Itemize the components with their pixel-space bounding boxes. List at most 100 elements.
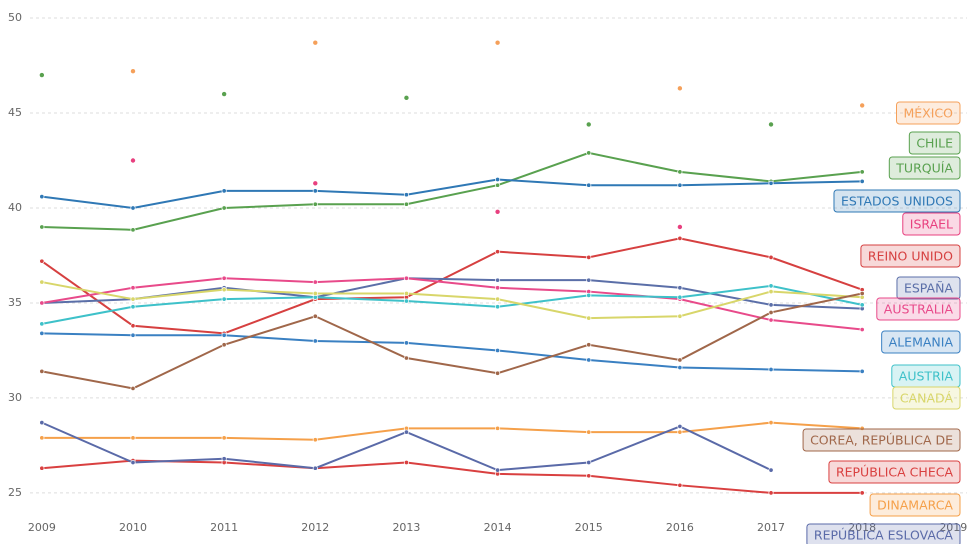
data-point — [677, 86, 683, 91]
data-point — [130, 323, 136, 329]
data-point — [859, 178, 865, 184]
series-label: CHILE — [908, 131, 961, 155]
data-point — [677, 294, 683, 300]
x-tick-label: 2016 — [666, 521, 694, 534]
series-line — [41, 277, 863, 331]
data-point — [495, 182, 501, 188]
data-point — [495, 467, 501, 473]
data-point — [39, 279, 45, 285]
data-point — [39, 72, 45, 78]
data-point — [130, 332, 136, 338]
series-label: REPÚBLICA CHECA — [828, 460, 961, 484]
data-point — [130, 285, 136, 291]
data-point — [586, 459, 592, 466]
data-point — [313, 40, 318, 45]
data-point — [221, 205, 227, 211]
x-tick-label: 2010 — [119, 521, 147, 534]
series-line — [41, 332, 863, 373]
data-point — [495, 209, 500, 214]
legend-label: AUSTRIA — [899, 369, 954, 384]
data-point — [586, 429, 592, 435]
data-point — [768, 289, 774, 295]
data-point — [39, 224, 45, 230]
data-point — [221, 332, 227, 338]
y-tick-label: 40 — [8, 201, 22, 214]
legend-label: DINAMARCA — [877, 498, 953, 513]
series-line — [41, 178, 863, 210]
y-tick-label: 50 — [8, 11, 22, 24]
data-point — [586, 277, 592, 283]
series-label: ESPAÑA — [896, 276, 961, 300]
series-label-box — [828, 460, 961, 484]
data-point — [312, 437, 318, 443]
data-point — [495, 249, 501, 255]
series-label-box — [802, 428, 961, 452]
data-point — [677, 364, 683, 371]
data-point — [221, 287, 227, 293]
data-point — [677, 423, 683, 429]
data-point — [404, 95, 409, 101]
series-label: AUSTRALIA — [876, 297, 961, 321]
data-point — [677, 482, 683, 488]
data-point — [859, 169, 865, 175]
data-point — [221, 456, 227, 462]
data-point — [495, 176, 501, 183]
data-point — [859, 290, 865, 297]
data-point — [312, 279, 318, 285]
data-point — [859, 327, 865, 333]
data-point — [677, 224, 683, 230]
data-point — [403, 192, 409, 198]
data-point — [130, 69, 136, 74]
data-point — [586, 182, 592, 188]
data-point — [221, 91, 227, 97]
series-line — [41, 151, 863, 231]
legend-label: CHILE — [916, 136, 953, 151]
series-label-box — [860, 244, 961, 268]
data-point — [313, 181, 318, 186]
series-label-box — [892, 386, 961, 410]
data-point — [768, 317, 774, 323]
data-point — [312, 465, 318, 471]
data-point — [677, 169, 683, 175]
x-tick-label: 2015 — [575, 521, 603, 534]
data-point — [768, 254, 774, 260]
series-label-box — [896, 101, 961, 125]
data-point — [130, 459, 136, 466]
series-label: REINO UNIDO — [860, 244, 961, 268]
data-point — [130, 296, 136, 302]
data-point — [677, 285, 683, 291]
data-point — [495, 370, 501, 376]
y-tick-label: 35 — [8, 296, 22, 309]
data-point — [495, 347, 501, 353]
data-point — [403, 340, 409, 346]
data-point — [677, 429, 683, 435]
data-point — [586, 357, 592, 363]
data-point — [859, 103, 865, 108]
data-point — [39, 300, 45, 306]
series-label: ESTADOS UNIDOS — [833, 189, 961, 213]
series-label: AUSTRIA — [891, 364, 961, 388]
data-point — [768, 366, 774, 372]
data-point — [130, 435, 136, 441]
data-point — [221, 188, 227, 194]
data-point — [677, 313, 683, 319]
data-point — [312, 338, 318, 344]
x-tick-label: 2014 — [484, 521, 512, 534]
legend-label: ALEMANIA — [889, 335, 954, 350]
data-point — [768, 180, 774, 186]
data-point — [677, 182, 683, 188]
data-point — [403, 429, 409, 435]
data-point — [859, 368, 865, 374]
series-label-box — [881, 330, 961, 354]
series-label: MÉXICO — [896, 101, 961, 125]
series-label-box — [869, 493, 961, 517]
x-tick-label: 2013 — [392, 521, 420, 534]
data-point — [39, 465, 45, 471]
data-point — [130, 227, 136, 233]
series-label-box — [908, 131, 961, 155]
data-point — [586, 150, 592, 156]
series-label-box — [888, 156, 961, 180]
data-point — [39, 321, 45, 327]
